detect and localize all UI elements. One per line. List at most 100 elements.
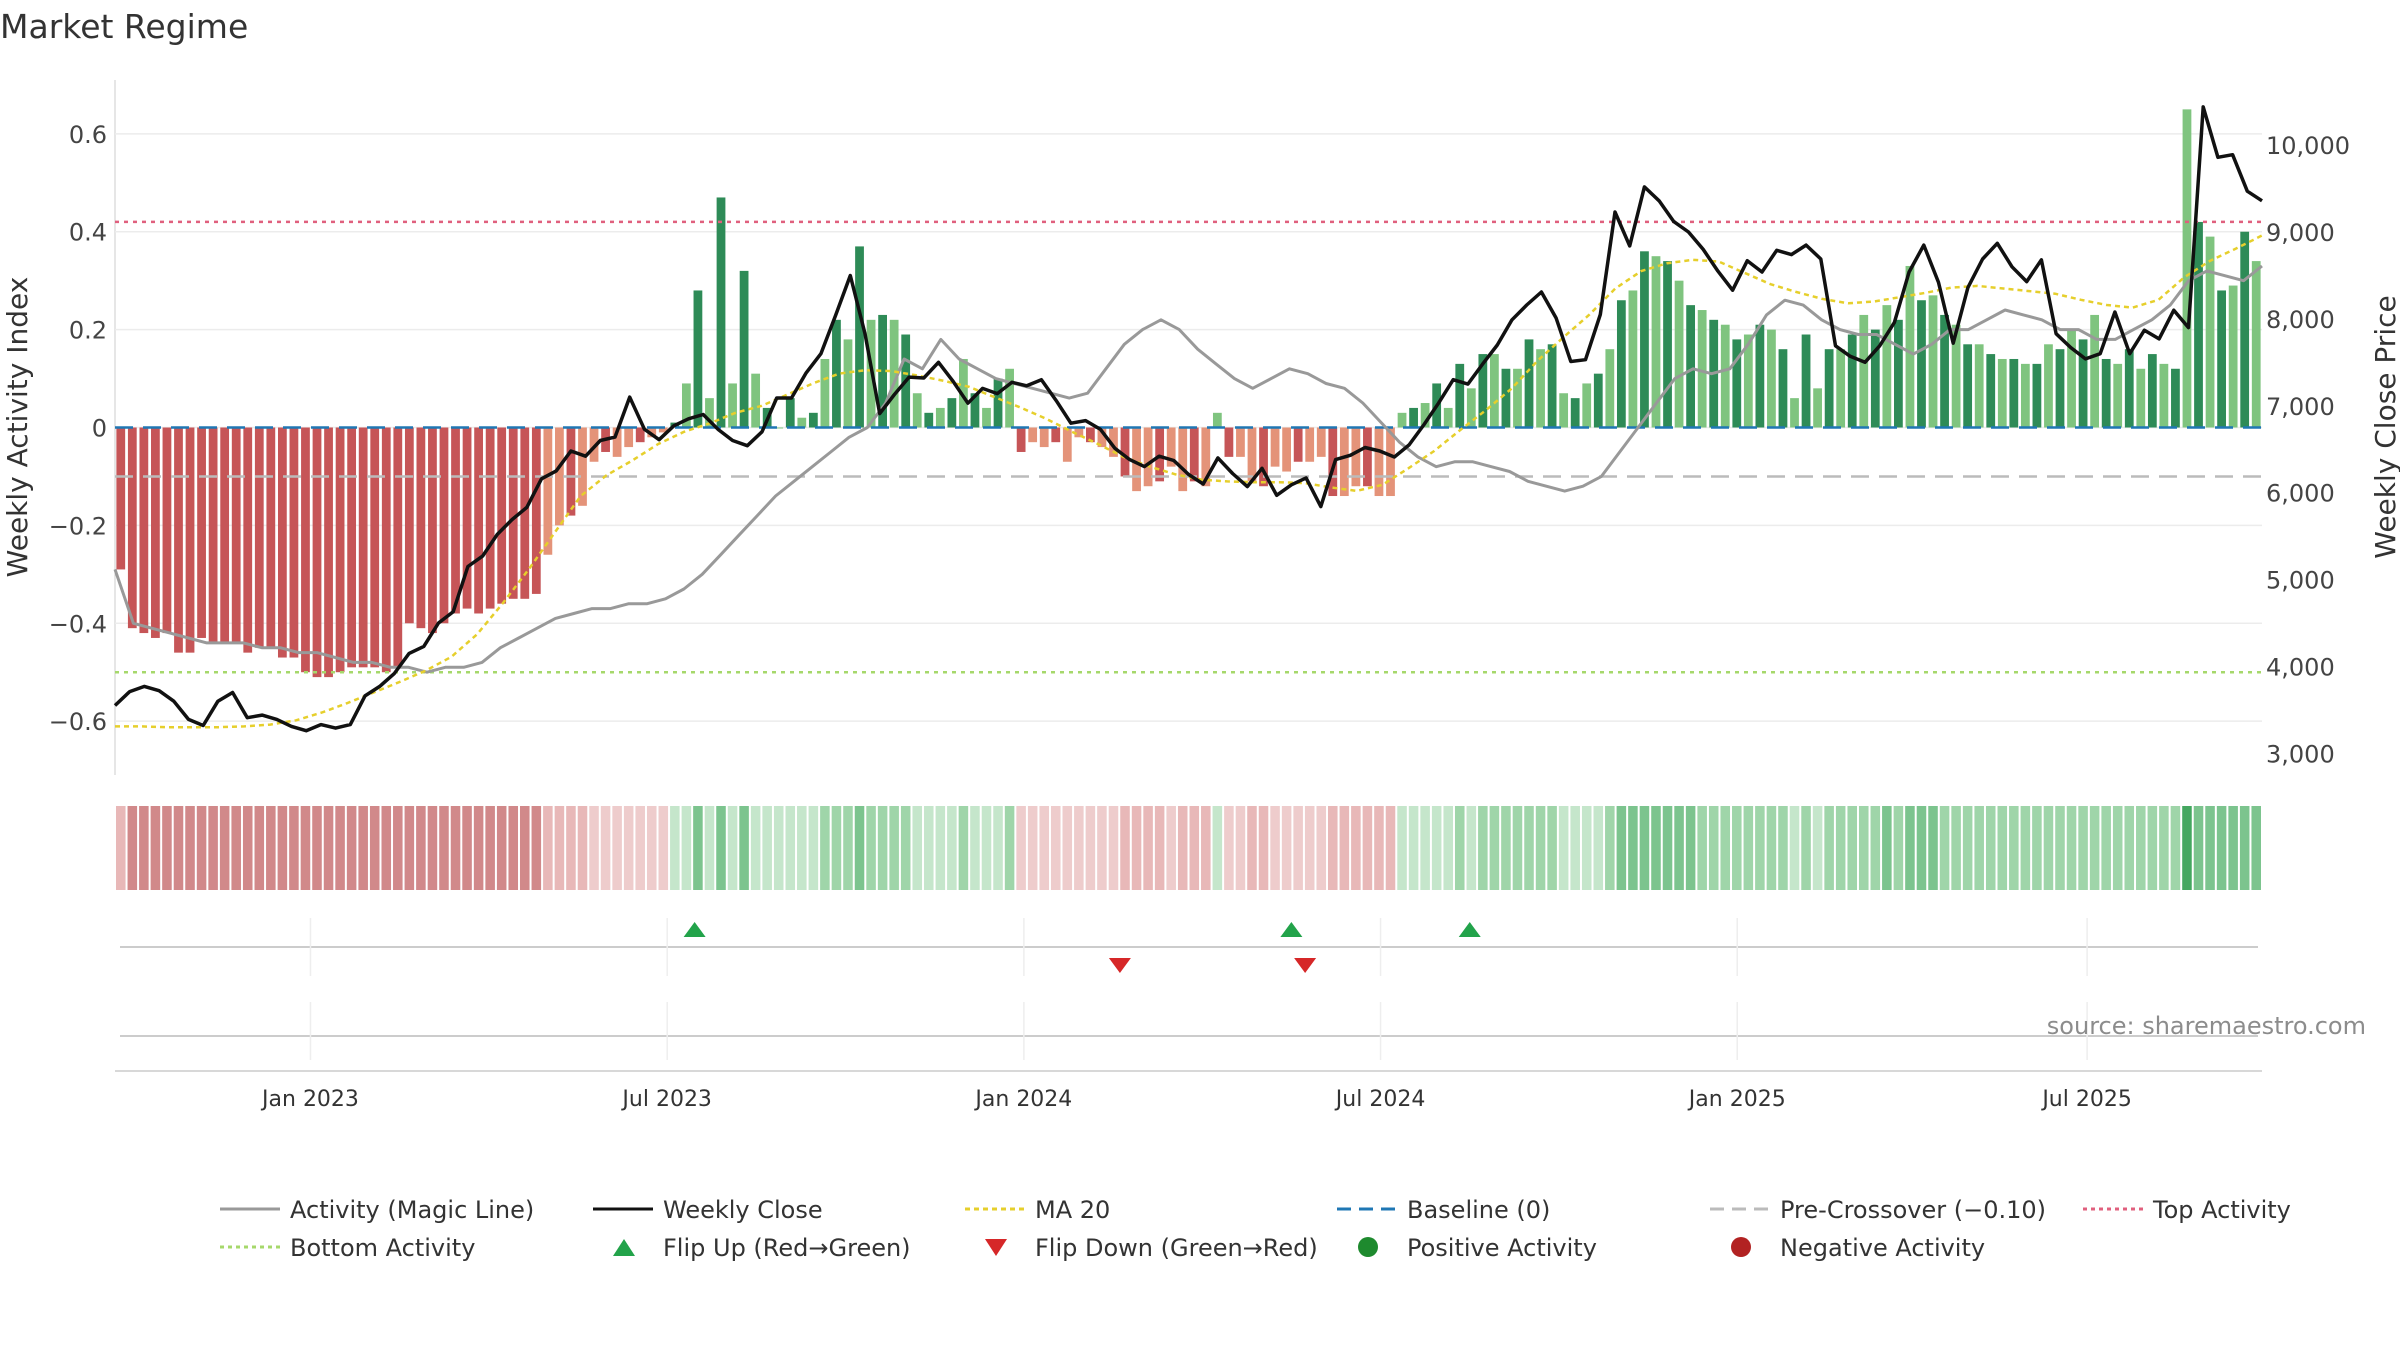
regime-strip-cell (808, 806, 819, 890)
regime-strip-cell (1570, 806, 1580, 890)
regime-strip-cell (1085, 806, 1096, 890)
activity-bar (312, 427, 322, 678)
regime-strip-cell (381, 806, 392, 890)
regime-strip-cell (981, 806, 992, 890)
activity-bar (1951, 324, 1961, 428)
activity-bar (1663, 261, 1672, 428)
activity-bar (1305, 427, 1315, 462)
regime-strip-cell (1362, 806, 1373, 890)
regime-strip-cell (1212, 806, 1223, 890)
y-right-tick-label: 4,000 (2266, 653, 2335, 681)
regime-strip-cell (1581, 806, 1592, 890)
y-left-tick-label: 0 (92, 415, 107, 443)
x-tick-label: Jul 2025 (2040, 1087, 2132, 1112)
activity-bar (2240, 231, 2250, 428)
activity-bar (243, 427, 253, 653)
regime-strip-cell (658, 806, 669, 890)
regime-strip-cell (600, 806, 611, 890)
legend-label-baseline: Baseline (0) (1407, 1196, 1550, 1224)
activity-bar (520, 427, 530, 599)
activity-bar (2113, 363, 2123, 428)
activity-plot-area: 0.6 0.4 0.2 0 −0.2 −0.4 −0.6 10,000 9,000 8,000 7,… (49, 80, 2350, 775)
activity-bar (139, 427, 149, 634)
regime-strip-cell (1143, 806, 1153, 890)
activity-bar (1282, 427, 1292, 472)
activity-bar (1490, 354, 1499, 428)
regime-strip-cell (866, 806, 876, 890)
y-left-tick-label: 0.6 (69, 121, 107, 149)
regime-strip-cell (2251, 806, 2261, 890)
activity-bar (1097, 427, 1107, 448)
y-left-tick-label: 0.2 (69, 317, 107, 345)
activity-bar (1778, 349, 1788, 428)
activity-bar (220, 427, 230, 643)
regime-strip-cell (831, 806, 842, 890)
activity-bar (1859, 314, 1869, 428)
activity-bar (151, 427, 160, 638)
activity-bar (1940, 314, 1949, 428)
regime-strip-cell (912, 806, 923, 890)
regime-strip-cell (150, 806, 161, 890)
activity-bar (2228, 285, 2238, 428)
regime-strip-cell (1697, 806, 1707, 890)
activity-bar (266, 427, 276, 648)
activity-bar (1420, 403, 1430, 428)
regime-strip-cell (1847, 806, 1857, 890)
activity-bar (474, 427, 483, 614)
activity-bar (2020, 363, 2030, 428)
regime-strip-cell (2228, 806, 2238, 890)
regime-strip-cell (1558, 806, 1569, 890)
activity-bar (2032, 363, 2042, 428)
regime-strip-cell (1351, 806, 1361, 890)
regime-strip-cell (369, 806, 380, 890)
regime-strip-cell (1512, 806, 1523, 890)
activity-bar (1466, 388, 1476, 428)
regime-strip (116, 806, 2261, 890)
x-tick-label: Jan 2024 (973, 1087, 1072, 1112)
regime-strip-cell (520, 806, 530, 890)
x-tick-label: Jul 2024 (1334, 1087, 1426, 1112)
activity-bar (1686, 305, 1696, 428)
activity-bar (739, 270, 749, 428)
activity-bar (2205, 236, 2215, 428)
activity-bar (774, 427, 784, 429)
activity-bar (1997, 358, 2007, 428)
regime-strip-cell (393, 806, 403, 890)
regime-strip-cell (993, 806, 1003, 890)
x-tick-label: Jan 2023 (260, 1087, 359, 1112)
regime-strip-cell (1004, 806, 1015, 890)
regime-strip-cell (1928, 806, 1938, 890)
regime-strip-cell (1962, 806, 1973, 890)
activity-bar (1363, 427, 1372, 487)
regime-strip-cell (1328, 806, 1338, 890)
regime-strip-cell (1466, 806, 1477, 890)
activity-bar (1016, 427, 1026, 452)
regime-strip-cell (1951, 806, 1961, 890)
chart-title: Market Regime (0, 7, 248, 46)
regime-strip-cell (1281, 806, 1292, 890)
activity-bar (959, 358, 968, 428)
regime-strip-cell (185, 806, 195, 890)
regime-strip-cell (1420, 806, 1430, 890)
regime-strip-cell (1985, 806, 1996, 890)
activity-bar (1593, 373, 1603, 428)
regime-strip-cell (646, 806, 657, 890)
regime-strip-cell (1201, 806, 1211, 890)
regime-strip-cell (531, 806, 542, 890)
activity-bar (485, 427, 495, 609)
activity-bar (1374, 427, 1384, 497)
regime-strip-cell (254, 806, 265, 890)
activity-bar (1409, 407, 1418, 428)
activity-bar (1847, 334, 1857, 428)
y-left-tick-label: −0.4 (49, 610, 107, 638)
legend-label-bottom-activity: Bottom Activity (290, 1234, 475, 1262)
regime-strip-cell (1074, 806, 1084, 890)
regime-strip-cell (877, 806, 888, 890)
regime-strip-cell (312, 806, 322, 890)
regime-strip-cell (1501, 806, 1511, 890)
regime-strip-cell (1766, 806, 1777, 890)
activity-bar (1501, 368, 1511, 428)
regime-strip-cell (924, 806, 934, 890)
y-right-tick-label: 7,000 (2266, 393, 2335, 421)
